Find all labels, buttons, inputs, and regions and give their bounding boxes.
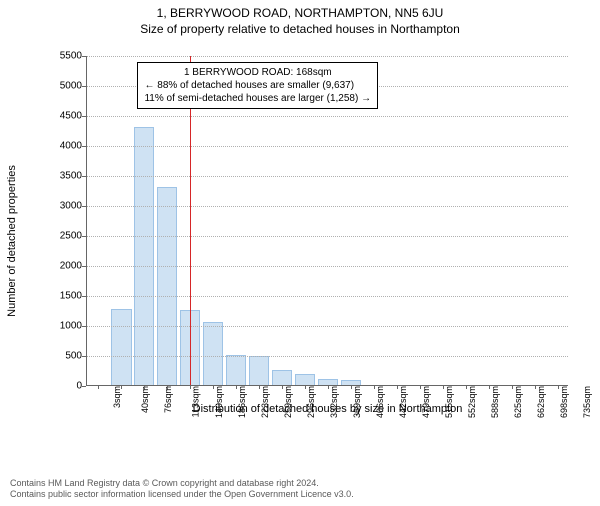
x-tick-mark (466, 385, 467, 389)
page-title-line1: 1, BERRYWOOD ROAD, NORTHAMPTON, NN5 6JU (0, 6, 600, 20)
x-tick-label: 332sqm (329, 386, 339, 418)
gridline (87, 296, 568, 297)
page-title-line2: Size of property relative to detached ho… (0, 22, 600, 36)
x-tick-label: 369sqm (352, 386, 362, 418)
x-tick-label: 76sqm (163, 386, 173, 413)
y-tick-label: 4500 (42, 111, 82, 122)
gridline (87, 146, 568, 147)
y-tick-mark (82, 86, 86, 87)
x-tick-label: 406sqm (375, 386, 385, 418)
x-tick-mark (213, 385, 214, 389)
x-tick-mark (420, 385, 421, 389)
histogram-bar (249, 356, 269, 385)
gridline (87, 356, 568, 357)
y-tick-label: 4000 (42, 141, 82, 152)
histogram-bar (272, 370, 292, 385)
footer-line2: Contains public sector information licen… (10, 489, 354, 500)
y-tick-mark (82, 296, 86, 297)
x-tick-mark (236, 385, 237, 389)
gridline (87, 206, 568, 207)
x-tick-label: 442sqm (398, 386, 408, 418)
y-tick-label: 5000 (42, 81, 82, 92)
x-tick-mark (489, 385, 490, 389)
gridline (87, 56, 568, 57)
y-tick-label: 0 (42, 381, 82, 392)
histogram-bar (226, 355, 246, 385)
x-tick-label: 552sqm (467, 386, 477, 418)
histogram-bar (134, 127, 154, 385)
x-tick-label: 149sqm (214, 386, 224, 418)
x-tick-label: 662sqm (536, 386, 546, 418)
y-tick-label: 3500 (42, 171, 82, 182)
chart-container: Number of detached properties Distributi… (48, 56, 568, 426)
x-tick-mark (535, 385, 536, 389)
gridline (87, 176, 568, 177)
x-tick-mark (190, 385, 191, 389)
annotation-line: 1 BERRYWOOD ROAD: 168sqm (144, 66, 371, 79)
annotation-box: 1 BERRYWOOD ROAD: 168sqm← 88% of detache… (137, 62, 378, 109)
y-tick-mark (82, 146, 86, 147)
x-tick-label: 588sqm (490, 386, 500, 418)
x-tick-mark (328, 385, 329, 389)
gridline (87, 266, 568, 267)
y-tick-mark (82, 236, 86, 237)
y-tick-label: 500 (42, 351, 82, 362)
x-tick-mark (144, 385, 145, 389)
y-tick-mark (82, 116, 86, 117)
y-tick-label: 5500 (42, 51, 82, 62)
x-tick-mark (512, 385, 513, 389)
x-tick-label: 223sqm (260, 386, 270, 418)
x-tick-label: 186sqm (237, 386, 247, 418)
gridline (87, 326, 568, 327)
x-tick-mark (351, 385, 352, 389)
x-tick-label: 259sqm (283, 386, 293, 418)
x-tick-label: 113sqm (191, 386, 201, 417)
x-tick-mark (397, 385, 398, 389)
footer-attribution: Contains HM Land Registry data © Crown c… (10, 478, 354, 500)
y-tick-mark (82, 356, 86, 357)
x-tick-label: 625sqm (513, 386, 523, 418)
x-tick-label: 735sqm (582, 386, 592, 418)
y-tick-label: 3000 (42, 201, 82, 212)
annotation-line: ← 88% of detached houses are smaller (9,… (144, 79, 371, 92)
histogram-bar (295, 374, 315, 385)
x-tick-mark (305, 385, 306, 389)
gridline (87, 116, 568, 117)
y-tick-mark (82, 266, 86, 267)
footer-line1: Contains HM Land Registry data © Crown c… (10, 478, 354, 489)
y-tick-label: 2500 (42, 231, 82, 242)
x-tick-label: 296sqm (306, 386, 316, 418)
plot-area: Distribution of detached houses by size … (86, 56, 568, 386)
y-tick-mark (82, 206, 86, 207)
y-tick-mark (82, 326, 86, 327)
y-axis-label: Number of detached properties (6, 165, 18, 317)
x-tick-mark (121, 385, 122, 389)
annotation-line: 11% of semi-detached houses are larger (… (144, 92, 371, 105)
x-tick-mark (167, 385, 168, 389)
x-tick-mark (443, 385, 444, 389)
x-tick-mark (98, 385, 99, 389)
x-tick-label: 40sqm (140, 386, 150, 413)
x-tick-mark (282, 385, 283, 389)
y-tick-label: 2000 (42, 261, 82, 272)
histogram-bar (203, 322, 223, 385)
gridline (87, 236, 568, 237)
histogram-bar (111, 309, 131, 385)
y-tick-mark (82, 176, 86, 177)
y-tick-label: 1000 (42, 321, 82, 332)
x-tick-mark (374, 385, 375, 389)
y-tick-label: 1500 (42, 291, 82, 302)
y-tick-mark (82, 56, 86, 57)
x-tick-mark (259, 385, 260, 389)
y-tick-mark (82, 386, 86, 387)
x-tick-mark (558, 385, 559, 389)
x-tick-label: 479sqm (421, 386, 431, 418)
x-tick-label: 3sqm (112, 386, 122, 408)
x-tick-label: 515sqm (444, 386, 454, 418)
x-tick-label: 698sqm (559, 386, 569, 418)
